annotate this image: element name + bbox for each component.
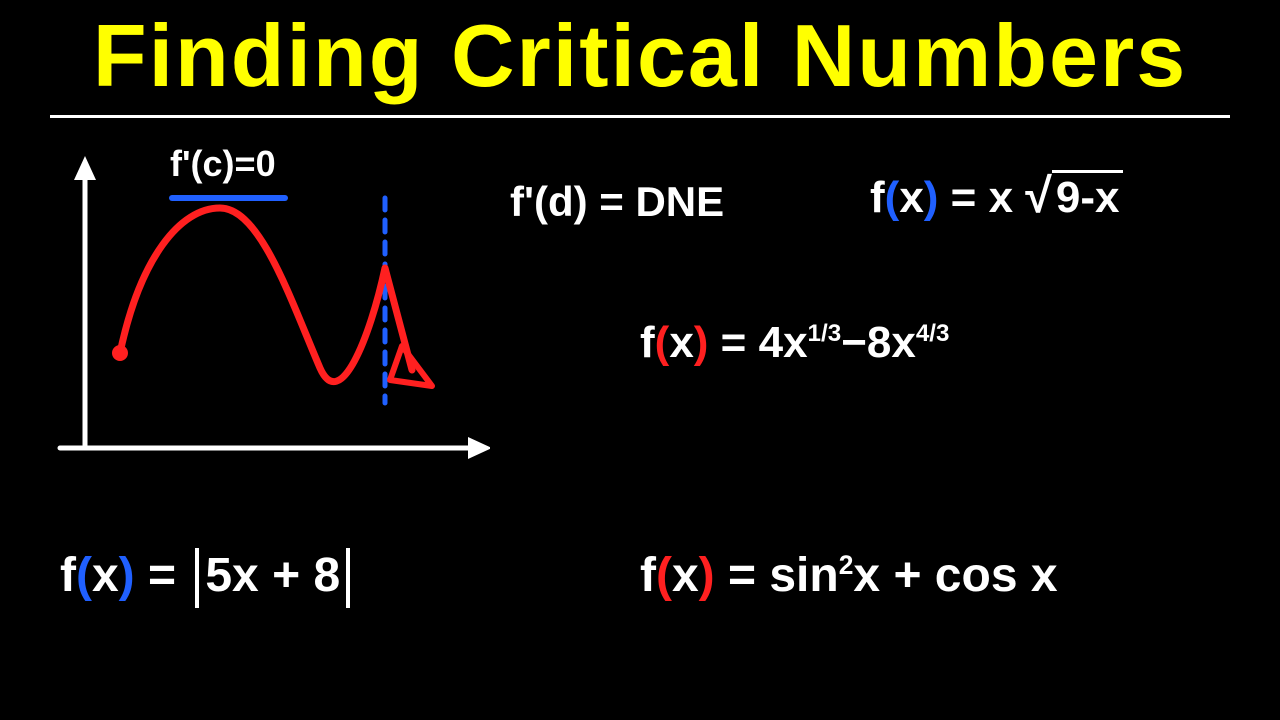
equation-sqrt: f(x) = x √9-x	[870, 168, 1123, 224]
sqrt-symbol: √	[1025, 169, 1052, 223]
fprime-d-rhs: DNE	[635, 178, 724, 225]
equation-trig: f(x) = sin2x + cos x	[640, 548, 1058, 603]
curve-start-dot	[112, 345, 128, 361]
eq2-f: f	[640, 318, 655, 367]
eq1-rparen: )	[924, 173, 939, 222]
graph-svg	[30, 138, 490, 508]
eq4-rest: x + cos x	[853, 549, 1057, 602]
eq4-x: x	[672, 549, 699, 602]
eq3-eq: =	[135, 549, 190, 602]
eq2-exp2: 4/3	[916, 320, 950, 347]
eq2-exp1: 1/3	[808, 320, 842, 347]
graph-area: f'(c)=0	[30, 138, 490, 518]
annotation-fprime-c: f'(c)=0	[170, 143, 276, 185]
red-curve	[120, 208, 412, 382]
eq3-f: f	[60, 549, 76, 602]
eq1-x: x	[899, 173, 923, 222]
abs-bar-right	[346, 548, 350, 608]
eq4-f: f	[640, 549, 656, 602]
y-axis-arrow	[74, 156, 96, 180]
eq1-sqrt: √9-x	[1025, 168, 1123, 224]
eq1-pre: = x	[938, 173, 1025, 222]
abs-bar-left	[195, 548, 199, 608]
eq2-rparen: )	[694, 318, 709, 367]
eq4-lparen: (	[656, 549, 672, 602]
equation-power: f(x) = 4x1/3−8x4/3	[640, 318, 949, 368]
eq1-radicand: 9-x	[1052, 170, 1124, 223]
eq3-inner: 5x + 8	[205, 549, 340, 602]
x-axis-arrow	[468, 437, 490, 459]
eq1-f: f	[870, 173, 885, 222]
eq2-x: x	[669, 318, 693, 367]
eq1-lparen: (	[885, 173, 900, 222]
eq4-rhs: = sin	[715, 549, 839, 602]
eq2-rhs: = 4x	[708, 318, 807, 367]
equation-abs: f(x) = 5x + 8	[60, 548, 356, 608]
annotation-fprime-d: f'(d) = DNE	[510, 178, 724, 226]
page-title: Finding Critical Numbers	[0, 0, 1280, 107]
eq3-x: x	[92, 549, 119, 602]
eq4-exp: 2	[839, 550, 854, 580]
content-area: f'(c)=0 f'(d) = DNE f(x) = x √9-x f(x) =…	[0, 118, 1280, 678]
eq2-mid: −8x	[841, 318, 916, 367]
eq3-rparen: )	[119, 549, 135, 602]
fprime-d-lhs: f'(d) =	[510, 178, 635, 225]
eq4-rparen: )	[699, 549, 715, 602]
eq2-lparen: (	[655, 318, 670, 367]
eq3-lparen: (	[76, 549, 92, 602]
